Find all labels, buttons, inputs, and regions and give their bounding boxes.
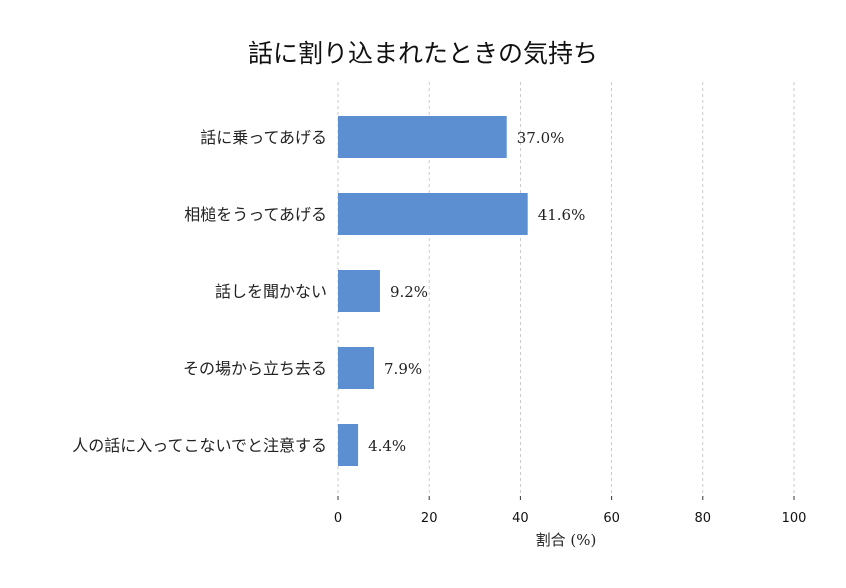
value-label: 4.4% (368, 437, 406, 455)
category-label: 相槌をうってあげる (184, 205, 327, 224)
category-label: 話しを聞かない (215, 282, 327, 301)
x-tick-label: 80 (695, 511, 712, 526)
x-tick-label: 0 (334, 511, 342, 526)
chart-title: 話に割り込まれたときの気持ち (248, 39, 598, 68)
bar (338, 424, 359, 466)
bar (338, 270, 380, 312)
label-layer: 話に乗ってあげる 37.0% 相槌をうってあげる 41.6% 話しを聞かない 9.2% その… (72, 128, 585, 455)
category-label: 人の話に入ってこないでと注意する (72, 436, 327, 455)
x-tick-label: 40 (512, 511, 529, 526)
x-axis-label: 割合 (%) (536, 531, 597, 549)
value-label: 9.2% (390, 283, 428, 301)
bar-layer (338, 116, 528, 466)
category-label: その場から立ち去る (183, 359, 327, 378)
bar (338, 116, 507, 158)
bar (338, 347, 375, 389)
value-label: 37.0% (517, 129, 565, 147)
value-label: 7.9% (384, 360, 422, 378)
category-label: 話に乗ってあげる (200, 128, 327, 147)
value-label: 41.6% (538, 206, 586, 224)
bar (338, 193, 528, 235)
x-tick-label: 60 (603, 511, 620, 526)
x-tick-label: 100 (782, 511, 807, 526)
x-tick-label: 20 (421, 511, 438, 526)
tick-layer: 0 20 40 60 80 100 (334, 496, 807, 526)
